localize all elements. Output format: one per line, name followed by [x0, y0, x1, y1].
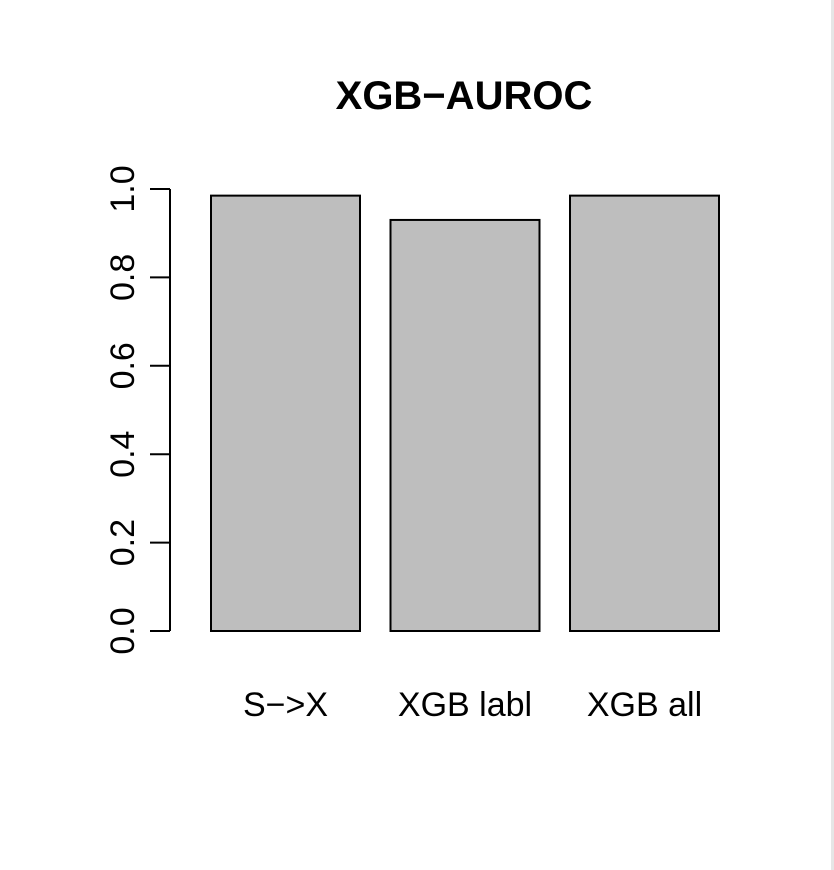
y-tick-label: 0.0: [104, 607, 142, 654]
y-tick-label: 0.2: [104, 519, 142, 566]
bar: [569, 194, 720, 632]
y-tick-label: 0.6: [104, 342, 142, 389]
x-tick-label: XGB labl: [398, 686, 532, 724]
x-axis-labels: S−>X XGB labl XGB all: [243, 686, 702, 724]
x-tick-label: S−>X: [243, 686, 328, 724]
y-tick-label: 0.8: [104, 254, 142, 301]
bar: [210, 194, 361, 632]
y-axis: 0.0 0.2 0.4 0.6 0.8 1.0: [104, 165, 171, 655]
panel-edge: [831, 0, 834, 870]
bar: [389, 218, 541, 632]
x-tick-label: XGB all: [587, 686, 702, 724]
chart-title: XGB−AUROC: [336, 74, 593, 118]
y-tick-label: 1.0: [104, 165, 142, 212]
bar-group: [210, 194, 720, 632]
y-tick-label: 0.4: [104, 431, 142, 478]
